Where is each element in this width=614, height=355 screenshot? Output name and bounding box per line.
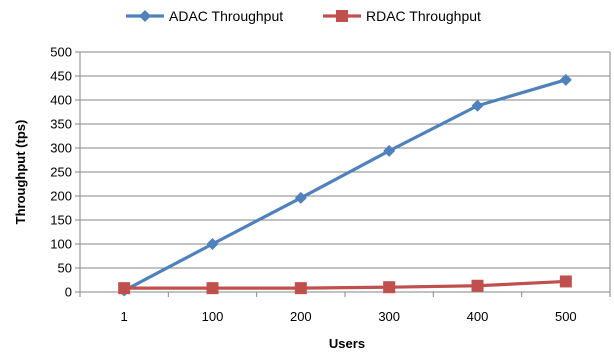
y-tick-label: 350 bbox=[50, 117, 72, 132]
y-tick-label: 0 bbox=[65, 285, 72, 300]
series-rdac bbox=[118, 275, 572, 295]
x-tick-labels: 1 100 200 300 400 500 bbox=[79, 292, 611, 324]
gridlines bbox=[80, 51, 610, 269]
x-tick-label: 400 bbox=[467, 309, 489, 324]
x-axis-title: Users bbox=[329, 336, 365, 351]
data-point-marker bbox=[471, 99, 484, 112]
legend-label: ADAC Throughput bbox=[169, 8, 283, 24]
data-point-marker bbox=[383, 281, 396, 294]
data-point-marker bbox=[118, 282, 131, 295]
data-point-marker bbox=[559, 275, 572, 288]
series-adac bbox=[118, 73, 572, 297]
data-point-marker bbox=[559, 73, 572, 86]
y-tick-label: 50 bbox=[58, 261, 72, 276]
legend-marker bbox=[336, 10, 348, 22]
data-point-marker bbox=[206, 282, 219, 295]
y-tick-label: 100 bbox=[50, 237, 72, 252]
y-tick-label: 400 bbox=[50, 93, 72, 108]
y-tick-labels: 0 50 100 150 200 250 300 350 400 450 500 bbox=[50, 45, 80, 300]
data-point-marker bbox=[294, 282, 307, 295]
legend-item: ADAC Throughput bbox=[126, 8, 283, 24]
y-tick-label: 500 bbox=[50, 45, 72, 60]
y-tick-label: 450 bbox=[50, 69, 72, 84]
y-tick-label: 150 bbox=[50, 213, 72, 228]
x-tick-label: 500 bbox=[555, 309, 577, 324]
legend: ADAC Throughput RDAC Throughput bbox=[126, 8, 481, 24]
series-line bbox=[124, 279, 566, 290]
data-point-marker bbox=[471, 279, 484, 292]
data-point-marker bbox=[383, 144, 396, 157]
x-tick-label: 100 bbox=[202, 309, 224, 324]
x-tick-label: 300 bbox=[378, 309, 400, 324]
x-tick-label: 1 bbox=[121, 309, 128, 324]
legend-label: RDAC Throughput bbox=[366, 8, 481, 24]
x-tick-label: 200 bbox=[290, 309, 312, 324]
series-line bbox=[123, 78, 567, 292]
y-axis-title: Throughput (tps) bbox=[13, 120, 28, 225]
legend-item: RDAC Throughput bbox=[323, 8, 481, 24]
legend-marker bbox=[139, 10, 151, 22]
series-group bbox=[118, 73, 572, 297]
y-tick-label: 300 bbox=[50, 141, 72, 156]
y-tick-label: 200 bbox=[50, 189, 72, 204]
data-point-marker bbox=[294, 191, 307, 204]
y-tick-label: 250 bbox=[50, 165, 72, 180]
data-point-marker bbox=[206, 238, 219, 250]
